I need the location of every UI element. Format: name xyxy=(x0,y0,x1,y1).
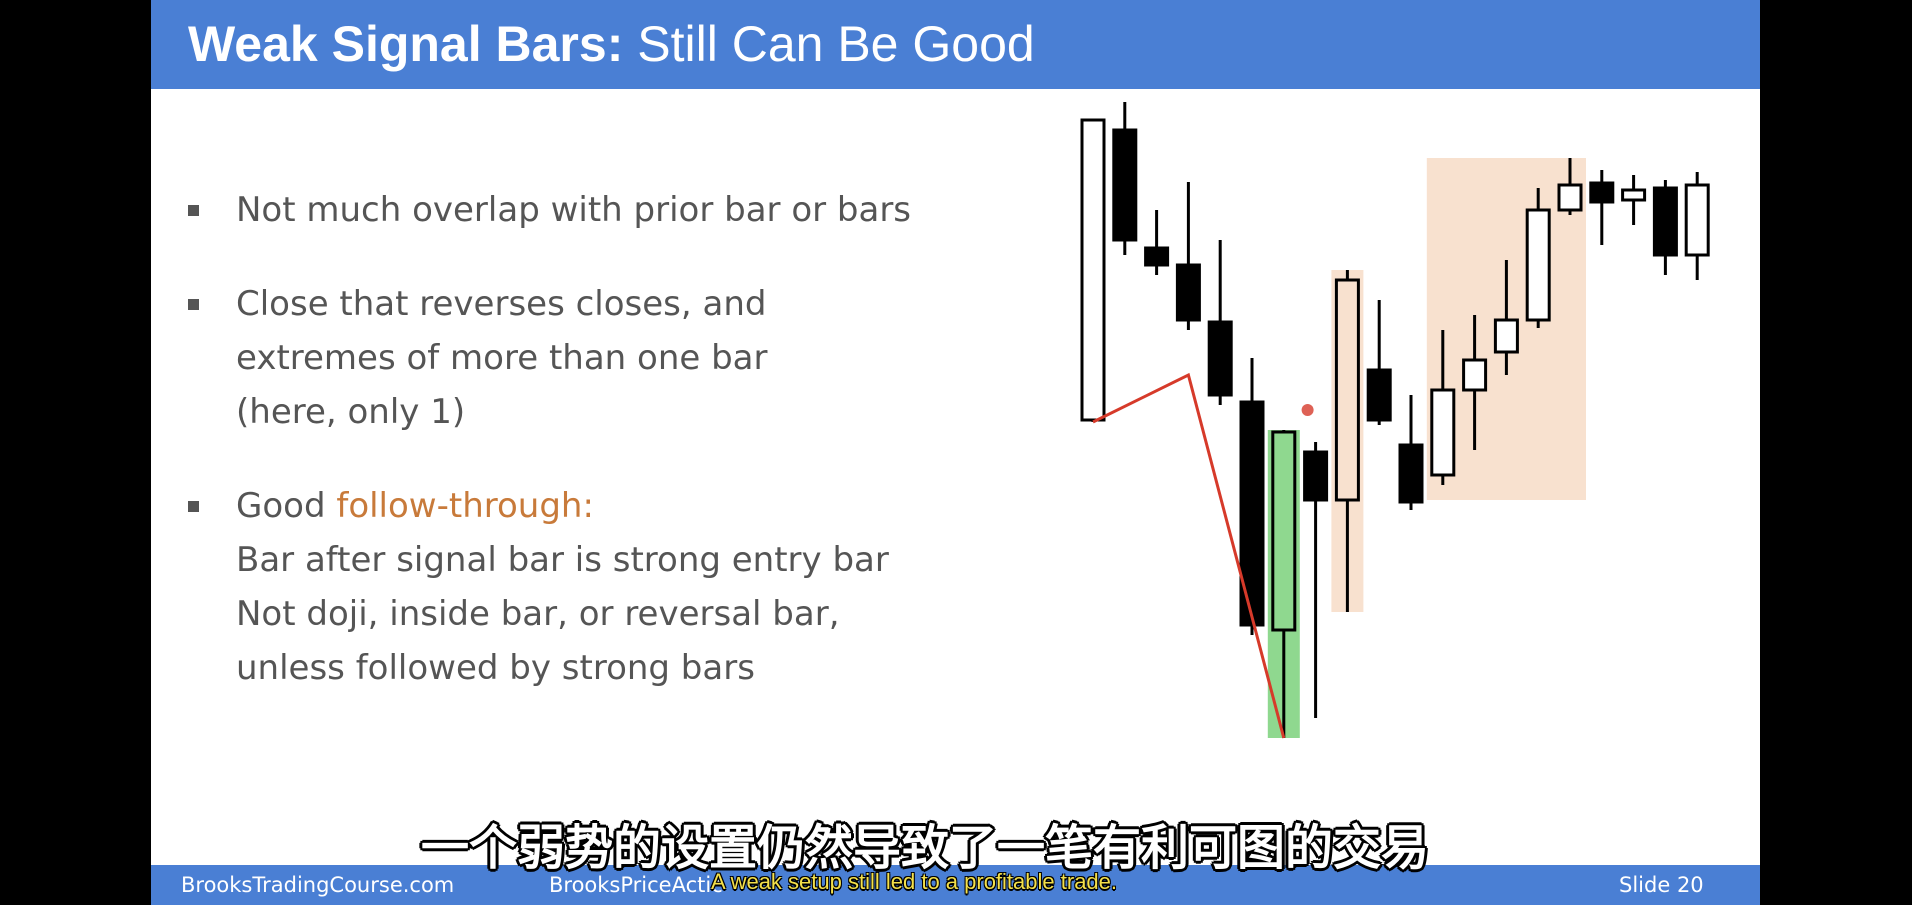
candle-body-bear xyxy=(1398,443,1424,504)
candle-17 xyxy=(1589,170,1615,245)
candle-body-bear xyxy=(1175,263,1201,322)
pointer-dot xyxy=(1301,404,1314,416)
candle-1 xyxy=(1080,118,1106,422)
bullet-square-icon xyxy=(188,299,199,310)
bullet-3-line-3: unless followed by strong bars xyxy=(236,648,755,688)
candle-7 xyxy=(1271,430,1297,738)
candle-15 xyxy=(1525,188,1551,328)
footer-site: BrooksTradingCourse.com xyxy=(181,873,455,897)
candlestick-chart xyxy=(1080,102,1710,739)
candle-16 xyxy=(1557,158,1583,215)
candle-body-bear xyxy=(1366,368,1392,422)
candle-6 xyxy=(1239,358,1265,635)
candle-13 xyxy=(1462,315,1488,450)
slide-title-bold: Weak Signal Bars: xyxy=(188,16,624,72)
candle-9 xyxy=(1334,270,1360,612)
candle-body-bull xyxy=(1462,358,1488,392)
candle-body-bull xyxy=(1080,118,1106,422)
bullet-3-text: Good follow-through: Bar after signal ba… xyxy=(236,479,889,695)
footer-slide-number: Slide 20 xyxy=(1619,873,1704,897)
candle-body-bull xyxy=(1493,318,1519,354)
bullet-1-text: Not much overlap with prior bar or bars xyxy=(236,183,911,237)
candle-body-bear xyxy=(1239,400,1265,627)
candle-body-bull xyxy=(1684,183,1710,257)
bullet-square-icon xyxy=(188,501,199,512)
candle-5 xyxy=(1207,240,1233,405)
bullet-2-line-1: Close that reverses closes, and xyxy=(236,284,767,324)
slide: Weak Signal Bars: Still Can Be Good Not … xyxy=(151,0,1760,905)
candle-body-bear xyxy=(1652,186,1678,257)
slide-title-rest: Still Can Be Good xyxy=(623,16,1035,72)
bullet-3-lead: Good xyxy=(236,486,337,526)
candle-11 xyxy=(1398,395,1424,510)
caption-english: A weak setup still led to a profitable t… xyxy=(711,869,1118,894)
candle-body-bear xyxy=(1207,320,1233,397)
candle-8 xyxy=(1303,442,1329,718)
candle-14 xyxy=(1493,260,1519,375)
trendline xyxy=(1092,372,1286,739)
candle-body-bear xyxy=(1144,246,1170,267)
footer-site-2: BrooksPriceActic xyxy=(549,873,723,897)
candle-body-bull xyxy=(1525,208,1551,322)
bullet-3-accent: follow-through: xyxy=(336,486,594,526)
candle-body-bull xyxy=(1271,430,1297,632)
candle-body-bull xyxy=(1334,278,1360,502)
candle-body-bear xyxy=(1303,450,1329,502)
footer-slide-num: 20 xyxy=(1676,873,1704,897)
slide-title: Weak Signal Bars: Still Can Be Good xyxy=(188,14,1035,74)
candle-4 xyxy=(1175,182,1201,330)
bullet-1-line-1: Not much overlap with prior bar or bars xyxy=(236,190,912,230)
caption-chinese: 一个弱势的设置仍然导致了一笔有利可图的交易 xyxy=(421,820,1430,876)
bullet-3-line-2: Not doji, inside bar, or reversal bar, xyxy=(236,594,840,634)
candle-20 xyxy=(1684,172,1710,280)
candle-18 xyxy=(1621,175,1647,225)
candle-12 xyxy=(1430,330,1456,485)
footer-slide-label: Slide xyxy=(1619,873,1671,897)
candle-10 xyxy=(1366,300,1392,425)
bullet-3-heading: Good follow-through: xyxy=(236,479,889,533)
bullet-2-line-2: extremes of more than one bar xyxy=(236,338,768,378)
candle-body-bear xyxy=(1112,128,1138,242)
bullet-2-text: Close that reverses closes, and extremes… xyxy=(236,277,767,439)
candle-2 xyxy=(1112,102,1138,255)
candle-3 xyxy=(1144,210,1170,275)
bullet-2-line-3: (here, only 1) xyxy=(236,392,466,432)
footer: BrooksTradingCourse.com BrooksPriceActic… xyxy=(151,865,1760,905)
candle-body-bull xyxy=(1557,183,1583,212)
candle-19 xyxy=(1652,180,1678,275)
candle-body-bull xyxy=(1430,388,1456,477)
bullet-square-icon xyxy=(188,205,199,216)
title-bar: Weak Signal Bars: Still Can Be Good xyxy=(151,0,1760,89)
candle-body-bull xyxy=(1621,188,1647,202)
candle-body-bear xyxy=(1589,181,1615,204)
bullet-3-line-1: Bar after signal bar is strong entry bar xyxy=(236,540,889,580)
